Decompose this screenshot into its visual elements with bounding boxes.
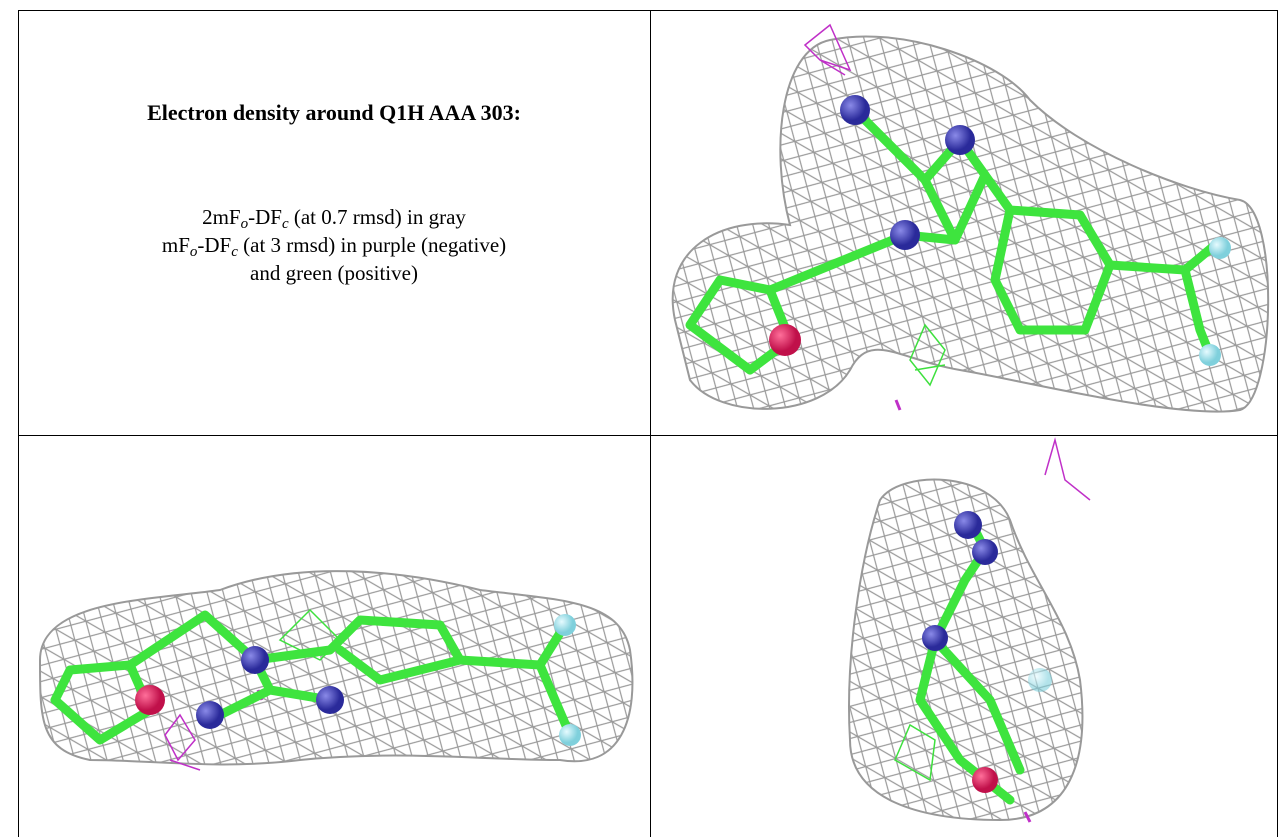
subscript: o bbox=[240, 216, 249, 232]
subscript: c bbox=[281, 216, 289, 232]
caption-text: mF bbox=[161, 233, 190, 257]
density-view-end bbox=[848, 437, 1091, 823]
caption-text: -DF bbox=[197, 233, 232, 257]
density-view-side bbox=[38, 570, 634, 771]
caption-line: and green (positive) bbox=[18, 259, 650, 287]
subscript: c bbox=[231, 244, 238, 260]
caption: 2mFo-DFc (at 0.7 rmsd) in gray mFo-DFc (a… bbox=[18, 203, 650, 287]
caption-text: (at 3 rmsd) in purple (negative) bbox=[237, 233, 507, 257]
subscript: o bbox=[189, 244, 198, 260]
caption-text: 2mF bbox=[202, 205, 241, 229]
heading: Electron density around Q1H AAA 303: bbox=[147, 100, 521, 125]
caption-line: mFo-DFc (at 3 rmsd) in purple (negative) bbox=[18, 231, 650, 260]
caption-text: -DF bbox=[248, 205, 282, 229]
caption-text: (at 0.7 rmsd) in gray bbox=[288, 205, 466, 229]
caption-line: 2mFo-DFc (at 0.7 rmsd) in gray bbox=[18, 203, 650, 232]
caption-text: and green (positive) bbox=[250, 261, 418, 285]
density-view-top bbox=[671, 23, 1270, 413]
